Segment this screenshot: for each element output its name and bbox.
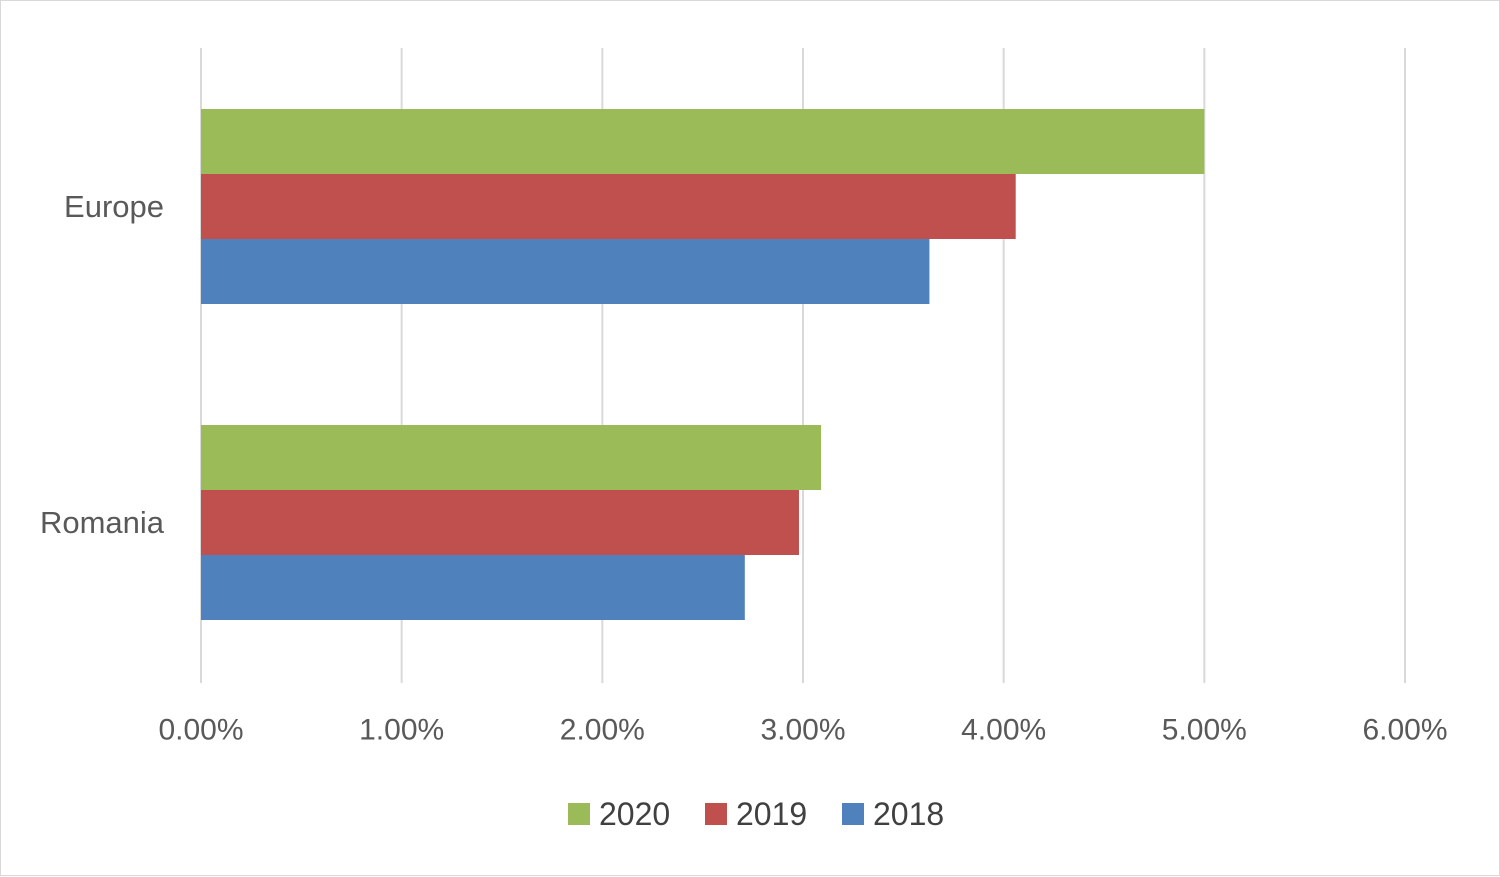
x-tick-label-3: 3.00% (760, 714, 845, 747)
category-label-europe: Europe (64, 189, 164, 224)
legend: 2020 2019 2018 (568, 796, 944, 832)
x-axis-tick-labels: 0.00% 1.00% 2.00% 3.00% 4.00% 5.00% 6.00% (158, 714, 1447, 747)
bar-europe-2019 (201, 174, 1016, 239)
x-tick-label-6: 6.00% (1362, 714, 1447, 747)
category-labels: Europe Romania (40, 189, 165, 540)
legend-swatch-2019 (705, 803, 727, 825)
legend-swatch-2020 (568, 803, 590, 825)
legend-label-2019: 2019 (736, 796, 807, 832)
x-tick-label-0: 0.00% (158, 714, 243, 747)
bar-romania-2020 (201, 425, 822, 490)
x-tick-label-5: 5.00% (1162, 714, 1247, 747)
bars (201, 109, 1205, 620)
legend-swatch-2018 (842, 803, 864, 825)
legend-label-2020: 2020 (599, 796, 670, 832)
x-tick-label-1: 1.00% (359, 714, 444, 747)
category-label-romania: Romania (40, 505, 165, 540)
bar-europe-2018 (201, 239, 930, 304)
bar-romania-2018 (201, 555, 745, 620)
bar-romania-2019 (201, 490, 799, 555)
x-tick-label-4: 4.00% (961, 714, 1046, 747)
legend-label-2018: 2018 (873, 796, 944, 832)
bar-europe-2020 (201, 109, 1205, 174)
x-tick-label-2: 2.00% (560, 714, 645, 747)
